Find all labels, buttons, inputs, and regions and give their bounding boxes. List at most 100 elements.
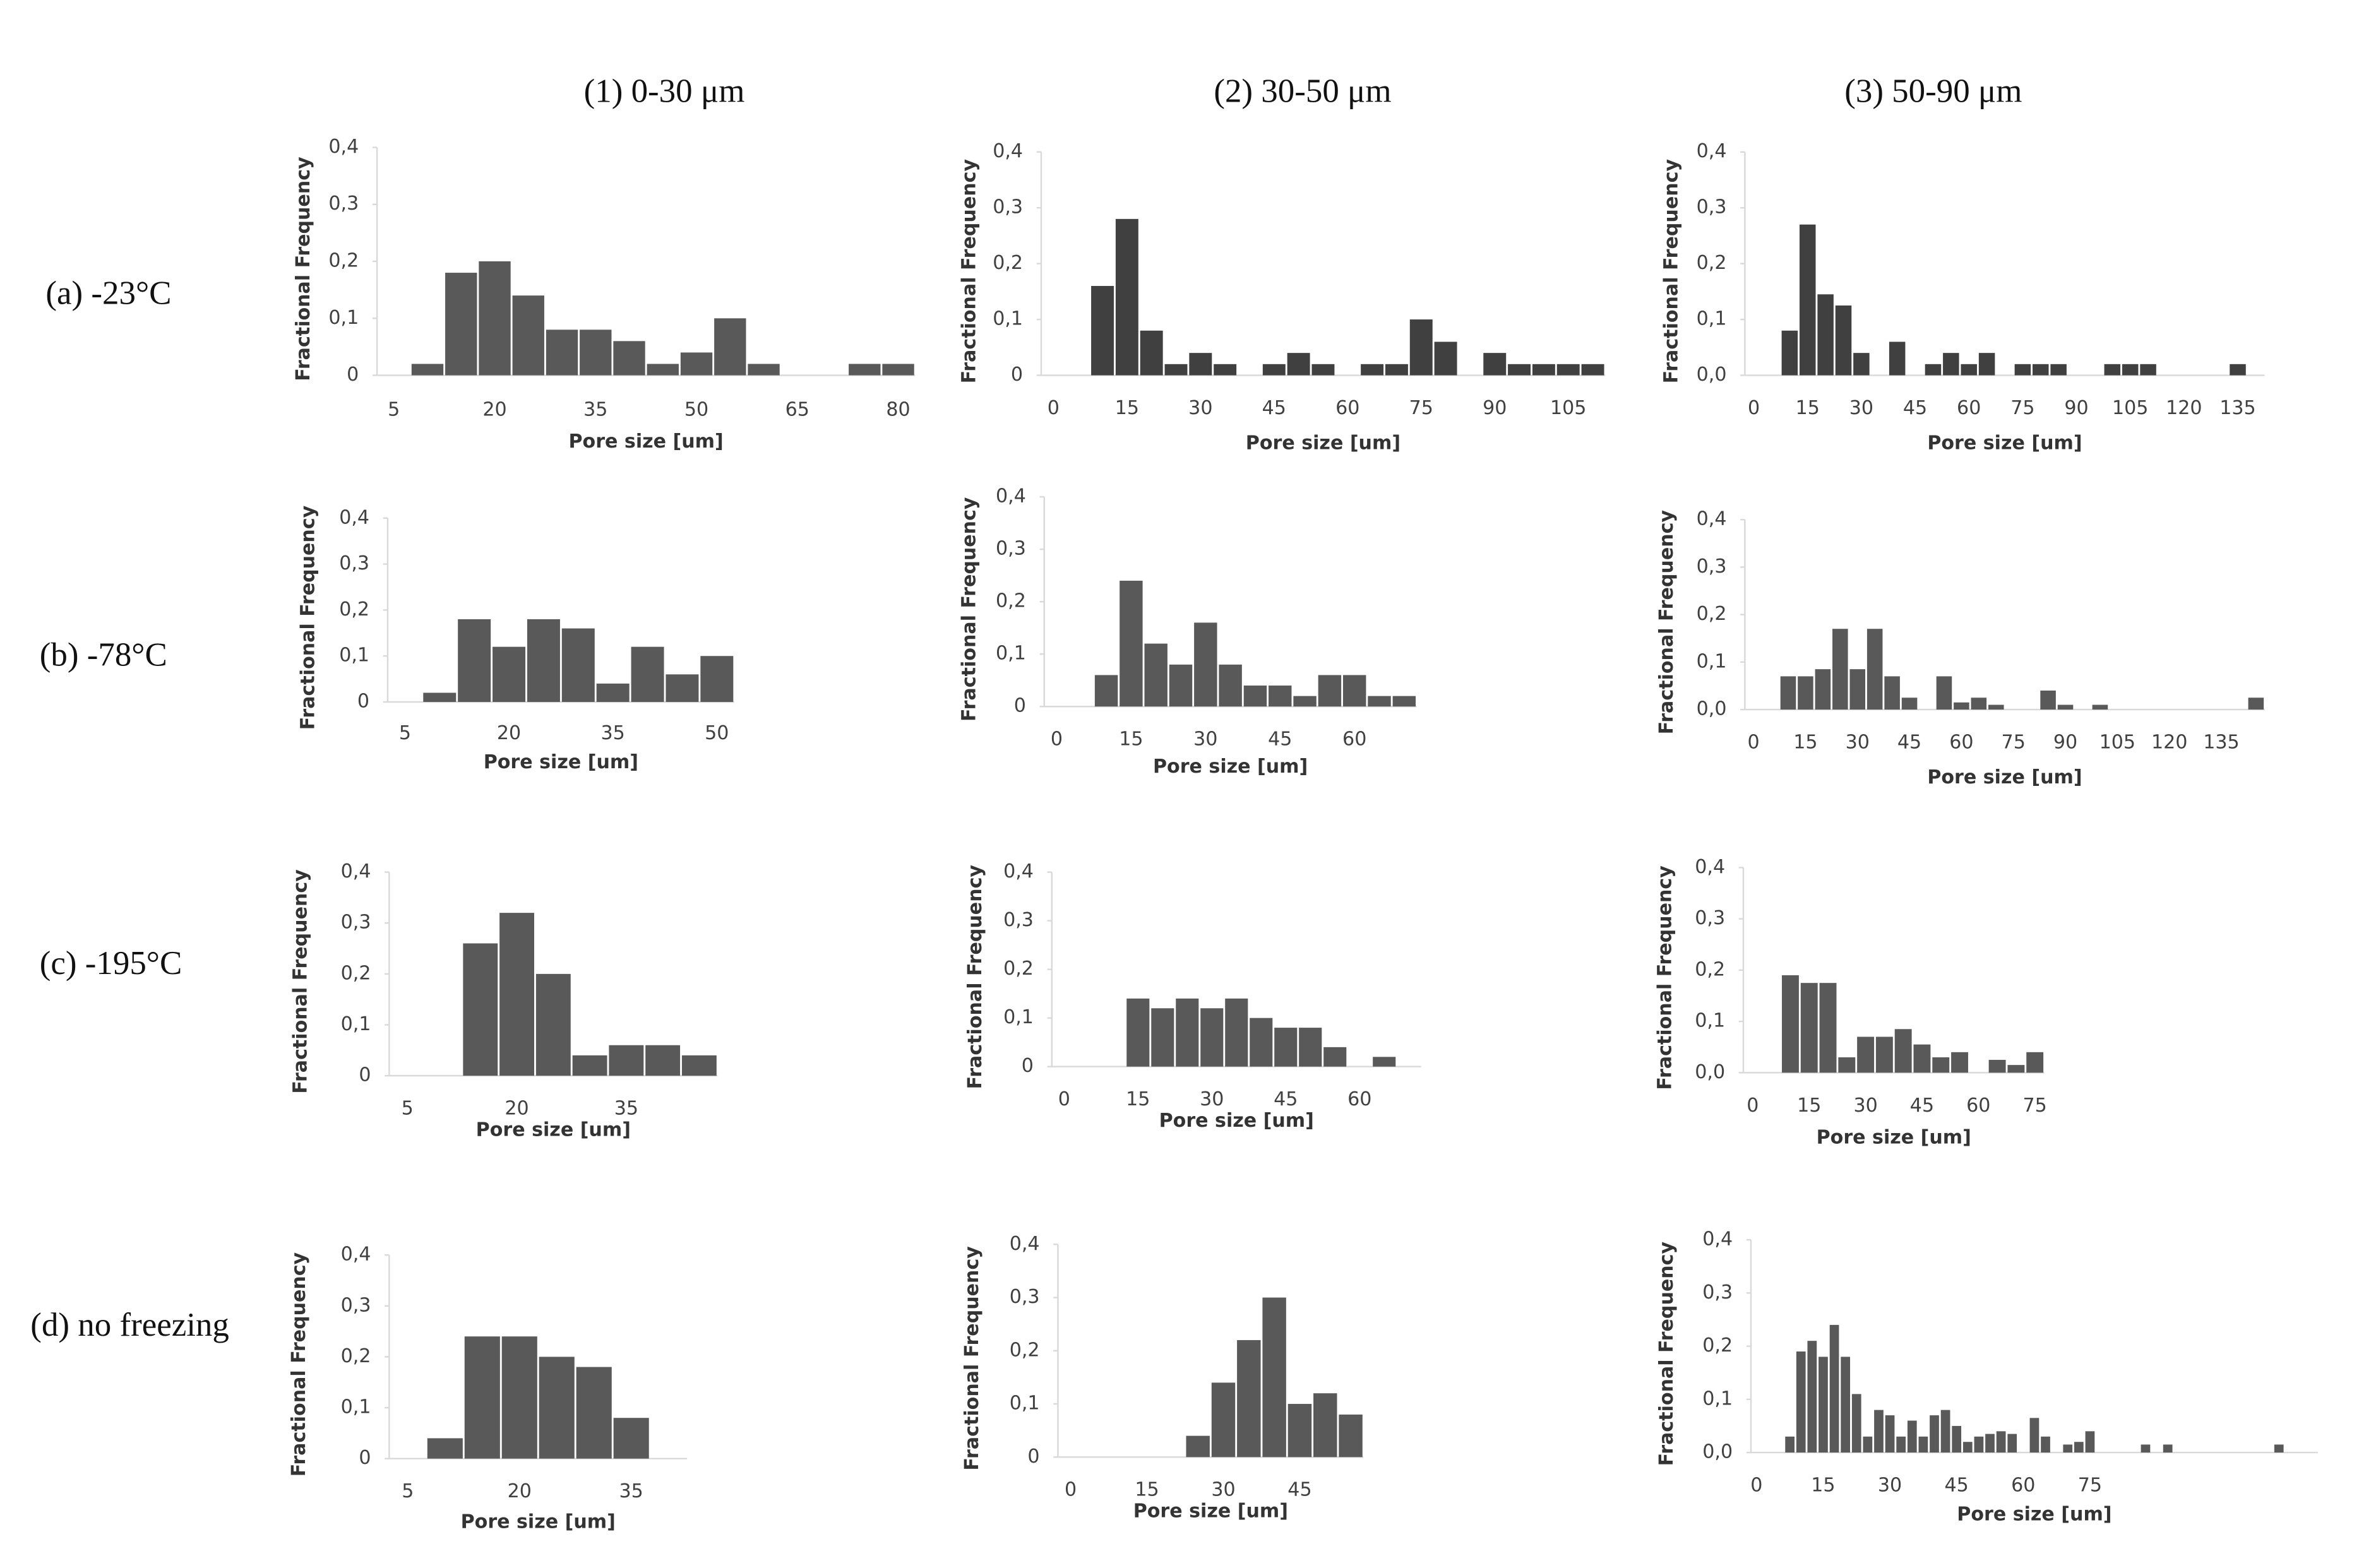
histogram: 5 20 35 0 0,1 0,2 0,3 0,4 Pore size [um] Fraction… xyxy=(288,1244,688,1533)
bar xyxy=(1815,669,1831,710)
bar xyxy=(1819,983,1837,1073)
bar xyxy=(2029,1418,2039,1453)
bar xyxy=(1954,702,1969,710)
bar xyxy=(1832,629,1848,710)
x-tick-label: 5 xyxy=(402,1098,414,1120)
bar xyxy=(1508,364,1531,376)
bar xyxy=(1186,1435,1210,1458)
bar xyxy=(464,1336,500,1459)
x-tick-label: 15 xyxy=(1796,397,1820,419)
y-tick-label: 0,4 xyxy=(1003,860,1034,882)
y-tick-label: 0 xyxy=(1014,695,1026,717)
x-tick-label: 45 xyxy=(1262,397,1286,419)
y-tick-label: 0 xyxy=(359,1447,371,1469)
bar xyxy=(1838,1057,1856,1073)
x-tick-label: 30 xyxy=(1211,1479,1235,1501)
y-tick-label: 0,3 xyxy=(996,538,1026,560)
bar xyxy=(1863,1436,1873,1453)
y-axis-label: Fractional Frequency xyxy=(292,157,314,381)
y-tick-label: 0,3 xyxy=(1702,1281,1733,1304)
bar xyxy=(458,619,491,703)
x-tick-label: 105 xyxy=(1550,397,1586,419)
bar xyxy=(2141,1444,2151,1453)
bar xyxy=(1373,1057,1396,1067)
x-tick-label: 0 xyxy=(1747,1095,1759,1117)
bar xyxy=(1532,364,1555,376)
x-tick-label: 30 xyxy=(1200,1088,1224,1110)
x-tick-label: 15 xyxy=(1135,1479,1159,1501)
bar xyxy=(1151,1008,1174,1067)
x-tick-label: 120 xyxy=(2166,397,2202,419)
y-tick-label: 0 xyxy=(347,364,359,386)
row-label: (a) -23°C xyxy=(45,275,171,312)
x-tick-label: 30 xyxy=(1188,397,1212,419)
bar xyxy=(479,261,511,376)
y-tick-label: 0,2 xyxy=(341,962,371,984)
y-tick-label: 0,1 xyxy=(1003,1006,1034,1028)
bar xyxy=(1311,364,1335,376)
histogram: 0 15 30 45 60 0 0,1 0,2 0,3 0,4 Pore size [um] Frac… xyxy=(964,860,1421,1132)
x-axis-label: Pore size [um] xyxy=(476,1119,631,1141)
y-tick-label: 0,4 xyxy=(993,140,1023,162)
column-title: (2) 30-50 μm xyxy=(1214,73,1391,109)
y-tick-label: 0 xyxy=(1022,1055,1034,1077)
bar xyxy=(681,1055,717,1076)
bar xyxy=(499,913,534,1076)
histogram: 0 15 30 45 60 75 0,0 0,1 0,2 0,3 0,4 Pore size [um]… xyxy=(1656,1228,2318,1525)
y-tick-label: 0,1 xyxy=(1010,1393,1040,1415)
y-axis-label: Fractional Frequency xyxy=(1660,159,1682,384)
bar xyxy=(613,341,645,376)
bar xyxy=(1385,364,1408,376)
y-tick-label: 0,3 xyxy=(993,196,1023,218)
x-axis-label: Pore size [um] xyxy=(1159,1110,1314,1132)
x-tick-label: 60 xyxy=(1957,397,1981,419)
bar xyxy=(1918,1436,1928,1453)
y-tick-label: 0,0 xyxy=(1695,1061,1725,1083)
x-tick-label: 50 xyxy=(684,398,708,420)
bar xyxy=(596,683,630,703)
y-tick-label: 0,1 xyxy=(1697,650,1727,672)
bar xyxy=(1974,1436,1984,1453)
bar xyxy=(1875,1036,1893,1073)
y-tick-label: 0,2 xyxy=(328,250,359,272)
y-tick-label: 0,3 xyxy=(341,1294,371,1316)
bar xyxy=(1115,218,1138,376)
bar xyxy=(1952,1425,1962,1453)
y-axis-label: Fractional Frequency xyxy=(288,1252,310,1476)
bar xyxy=(1250,1018,1273,1067)
bar xyxy=(445,273,477,376)
bar xyxy=(1907,1420,1917,1453)
bar xyxy=(1409,319,1433,376)
x-tick-label: 105 xyxy=(2112,397,2148,419)
y-tick-label: 0,3 xyxy=(341,912,371,934)
bar xyxy=(1483,353,1507,376)
bar xyxy=(1262,1297,1286,1458)
bar xyxy=(1798,676,1813,710)
x-tick-label: 35 xyxy=(583,398,607,420)
x-tick-label: 60 xyxy=(1949,732,1973,754)
x-axis-label: Pore size [um] xyxy=(1817,1126,1971,1148)
y-tick-label: 0,4 xyxy=(341,860,371,882)
bar xyxy=(849,364,881,376)
histogram: 5 20 35 50 65 80 0 0,1 0,2 0,3 0,4 Pore size [um] Fr… xyxy=(292,136,916,453)
x-tick-label: 15 xyxy=(1115,397,1139,419)
bar xyxy=(1988,704,2004,710)
y-axis-label: Fractional Frequency xyxy=(289,869,311,1094)
y-tick-label: 0,4 xyxy=(339,506,369,528)
bar xyxy=(1996,1431,2006,1453)
y-tick-label: 0,2 xyxy=(996,590,1026,612)
bar xyxy=(1889,342,1906,376)
bar xyxy=(1434,342,1457,376)
x-tick-label: 75 xyxy=(2023,1095,2047,1117)
bar xyxy=(2140,364,2156,376)
x-tick-label: 20 xyxy=(505,1098,529,1120)
x-tick-label: 80 xyxy=(886,398,910,420)
bar xyxy=(1176,998,1199,1067)
y-tick-label: 0,1 xyxy=(328,307,359,329)
bar xyxy=(1556,364,1580,376)
y-tick-label: 0,4 xyxy=(1010,1233,1040,1255)
bar xyxy=(1368,696,1391,707)
x-tick-label: 90 xyxy=(2064,397,2088,419)
y-axis-label: Fractional Frequency xyxy=(958,497,980,722)
y-tick-label: 0,3 xyxy=(1003,909,1034,931)
